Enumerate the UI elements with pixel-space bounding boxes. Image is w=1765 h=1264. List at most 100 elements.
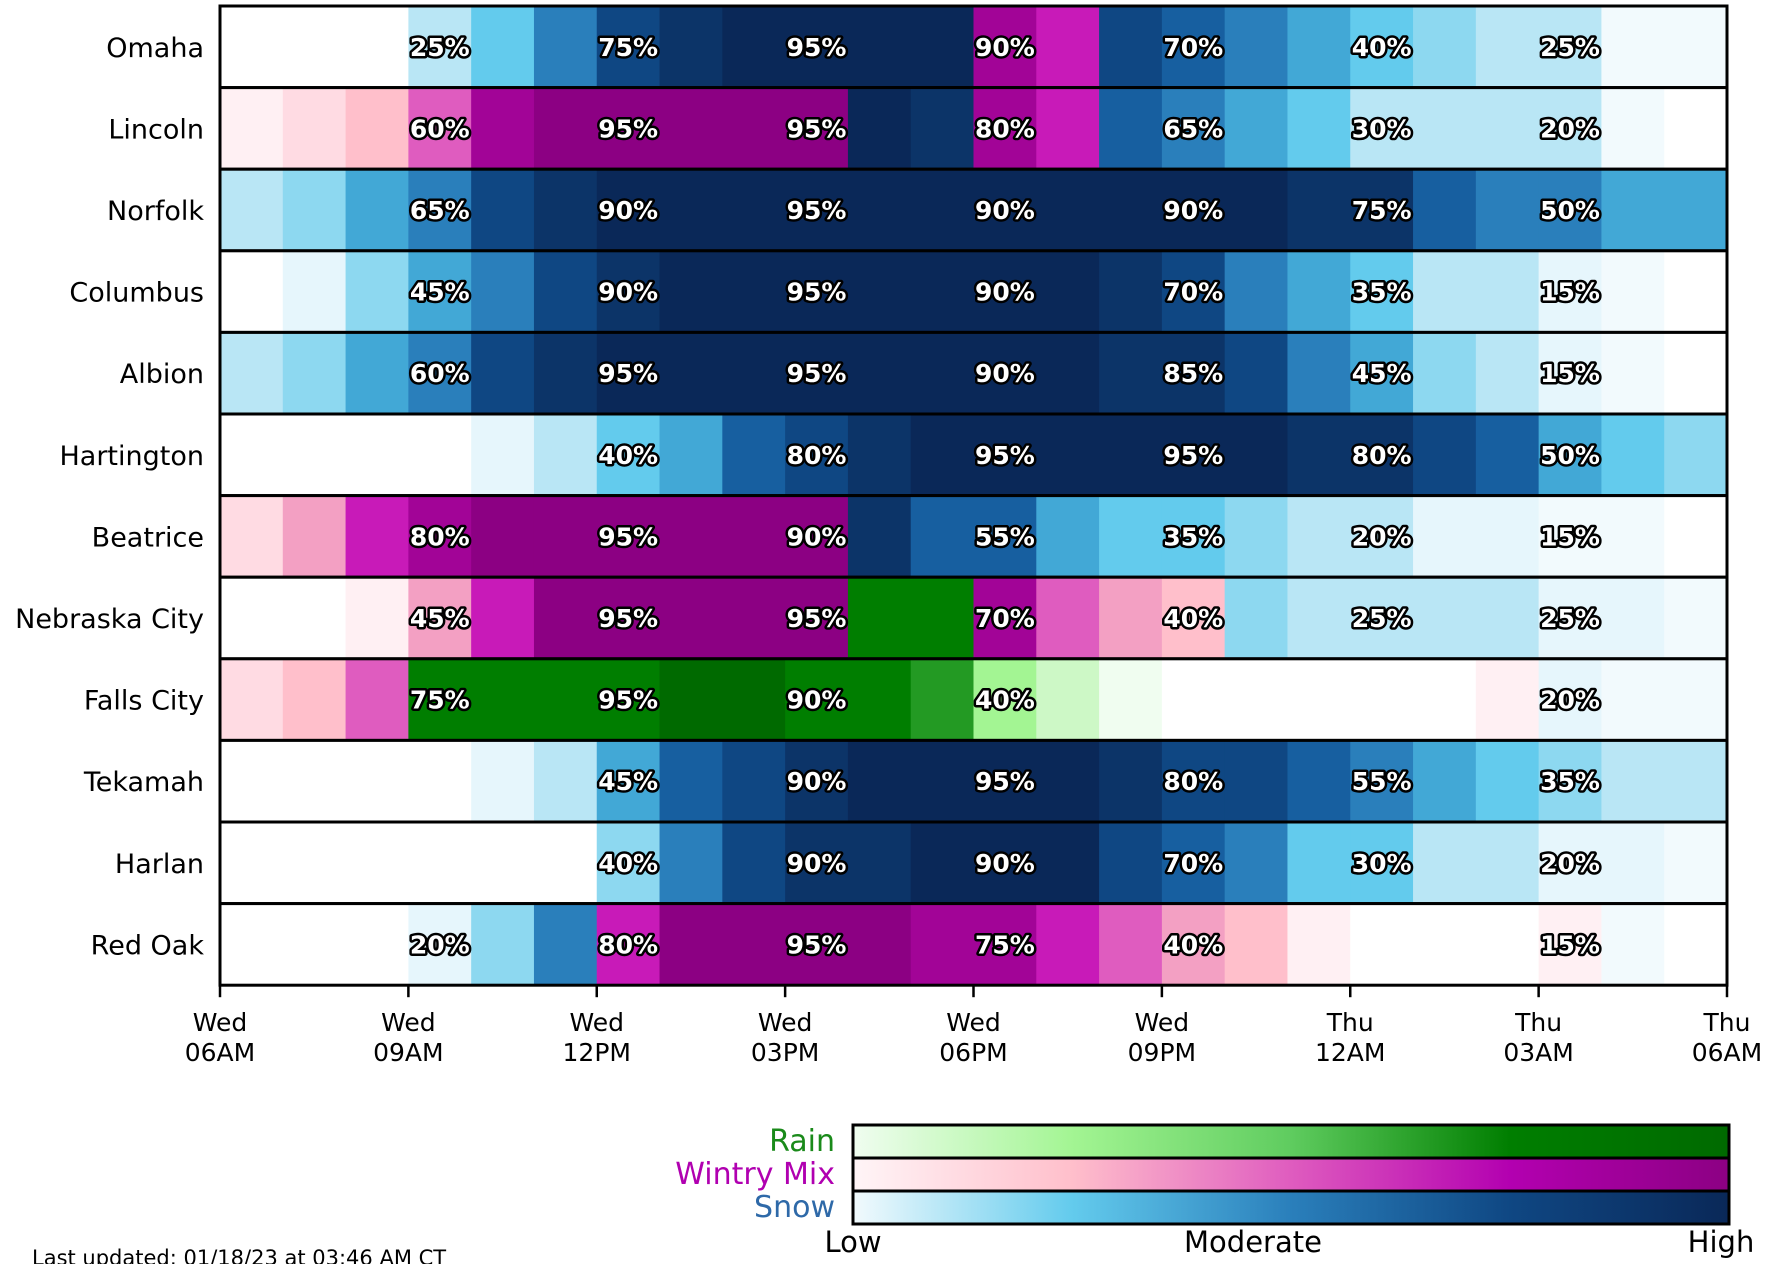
heatmap-cell	[973, 822, 1037, 904]
city-label: Norfolk	[107, 196, 204, 227]
heatmap-cell	[1350, 250, 1414, 333]
heatmap-cell	[847, 658, 912, 741]
legend-colorbar	[851, 1123, 1731, 1160]
heatmap-cell	[973, 6, 1037, 88]
heatmap-cell	[722, 740, 786, 822]
heatmap-cell	[1601, 495, 1665, 578]
percent-label: 25%	[1540, 33, 1600, 62]
heatmap-cell	[785, 6, 849, 88]
heatmap-cell	[1224, 414, 1289, 496]
percent-label: 90%	[975, 278, 1035, 307]
city-label: Beatrice	[92, 522, 204, 553]
heatmap-cell	[1036, 169, 1100, 251]
percent-label: 55%	[1352, 767, 1412, 796]
heatmap-cell	[1664, 87, 1728, 170]
heatmap-cell	[345, 332, 409, 414]
heatmap-cell	[1161, 250, 1226, 333]
heatmap-cell	[471, 87, 535, 170]
heatmap-cell	[1350, 6, 1414, 88]
percent-label: 70%	[1163, 278, 1223, 307]
heatmap-cell	[533, 6, 598, 88]
heatmap-cell	[785, 903, 849, 986]
heatmap-cell	[1036, 87, 1100, 170]
heatmap-cell	[408, 87, 472, 170]
heatmap-cell	[847, 495, 912, 578]
heatmap-cell	[1287, 577, 1351, 659]
heatmap-cell	[722, 6, 786, 88]
heatmap-cell	[1664, 903, 1728, 986]
heatmap-cell	[1161, 87, 1226, 170]
last-updated-text: Last updated: 01/18/23 at 03:46 AM CT	[32, 1246, 446, 1264]
heatmap-cell	[1538, 740, 1603, 822]
percent-label: 95%	[787, 278, 847, 307]
heatmap-cell	[1099, 740, 1163, 822]
x-tick-label: Wed 09PM	[1128, 1008, 1196, 1067]
heatmap-cell	[1413, 495, 1477, 578]
heatmap-cell	[1413, 822, 1477, 904]
heatmap-cell	[910, 87, 975, 170]
x-tick-label: Wed 09AM	[373, 1008, 443, 1067]
heatmap-cell	[722, 414, 786, 496]
percent-label: 50%	[1540, 441, 1600, 470]
percent-label: 80%	[1163, 767, 1223, 796]
heatmap-cell	[596, 740, 661, 822]
heatmap-cell	[1350, 332, 1414, 414]
heatmap-cell	[1413, 740, 1477, 822]
heatmap-cell	[722, 169, 786, 251]
x-tick-label: Wed 06AM	[185, 1008, 255, 1067]
percent-label: 95%	[1163, 441, 1223, 470]
heatmap-cell	[1664, 658, 1728, 741]
heatmap-cell	[220, 903, 284, 986]
x-tick-label: Wed 06PM	[939, 1008, 1007, 1067]
heatmap-cell	[1350, 169, 1414, 251]
heatmap-cell	[1601, 414, 1665, 496]
percent-label: 95%	[975, 441, 1035, 470]
heatmap-cell	[596, 658, 661, 741]
percent-label: 30%	[1352, 849, 1412, 878]
heatmap-cell	[1413, 332, 1477, 414]
percent-label: 95%	[598, 522, 658, 551]
heatmap-cell	[722, 87, 786, 170]
heatmap-cell	[1287, 903, 1351, 986]
heatmap-cell	[345, 169, 409, 251]
heatmap-cell	[408, 332, 472, 414]
heatmap-cell	[847, 822, 912, 904]
heatmap-cell	[910, 169, 975, 251]
legend-scale-low: Low	[824, 1225, 881, 1259]
heatmap-cell	[282, 169, 347, 251]
heatmap-cell	[596, 87, 661, 170]
heatmap-cell	[1224, 658, 1289, 741]
heatmap-cell	[1099, 6, 1163, 88]
percent-label: 95%	[787, 359, 847, 388]
heatmap-cell	[1538, 577, 1603, 659]
heatmap-cell	[345, 495, 409, 578]
percent-label: 90%	[787, 849, 847, 878]
heatmap-cell	[1413, 6, 1477, 88]
heatmap-cell	[1287, 332, 1351, 414]
heatmap-cell	[1601, 658, 1665, 741]
heatmap-row	[218, 249, 1729, 334]
heatmap-cell	[220, 169, 284, 251]
heatmap-cell	[1036, 6, 1100, 88]
heatmap-cell	[973, 740, 1037, 822]
heatmap-cell	[1161, 495, 1226, 578]
heatmap-cell	[1224, 6, 1289, 88]
heatmap-cell	[1413, 577, 1477, 659]
percent-label: 50%	[1540, 196, 1600, 225]
x-tick-label: Thu 03AM	[1503, 1008, 1573, 1067]
x-tick-label: Thu 06AM	[1692, 1008, 1762, 1067]
heatmap-cell	[1224, 87, 1289, 170]
heatmap-cell	[1287, 822, 1351, 904]
heatmap-row	[218, 330, 1729, 416]
percent-label: 40%	[1352, 33, 1412, 62]
percent-label: 15%	[1540, 278, 1600, 307]
heatmap-cell	[973, 250, 1037, 333]
heatmap-cell	[659, 658, 723, 741]
heatmap-cell	[1413, 169, 1477, 251]
percent-label: 15%	[1540, 522, 1600, 551]
heatmap-cell	[1475, 87, 1540, 170]
heatmap-cell	[220, 6, 284, 88]
heatmap-cell	[345, 414, 409, 496]
percent-label: 40%	[598, 441, 658, 470]
heatmap-cell	[1099, 495, 1163, 578]
